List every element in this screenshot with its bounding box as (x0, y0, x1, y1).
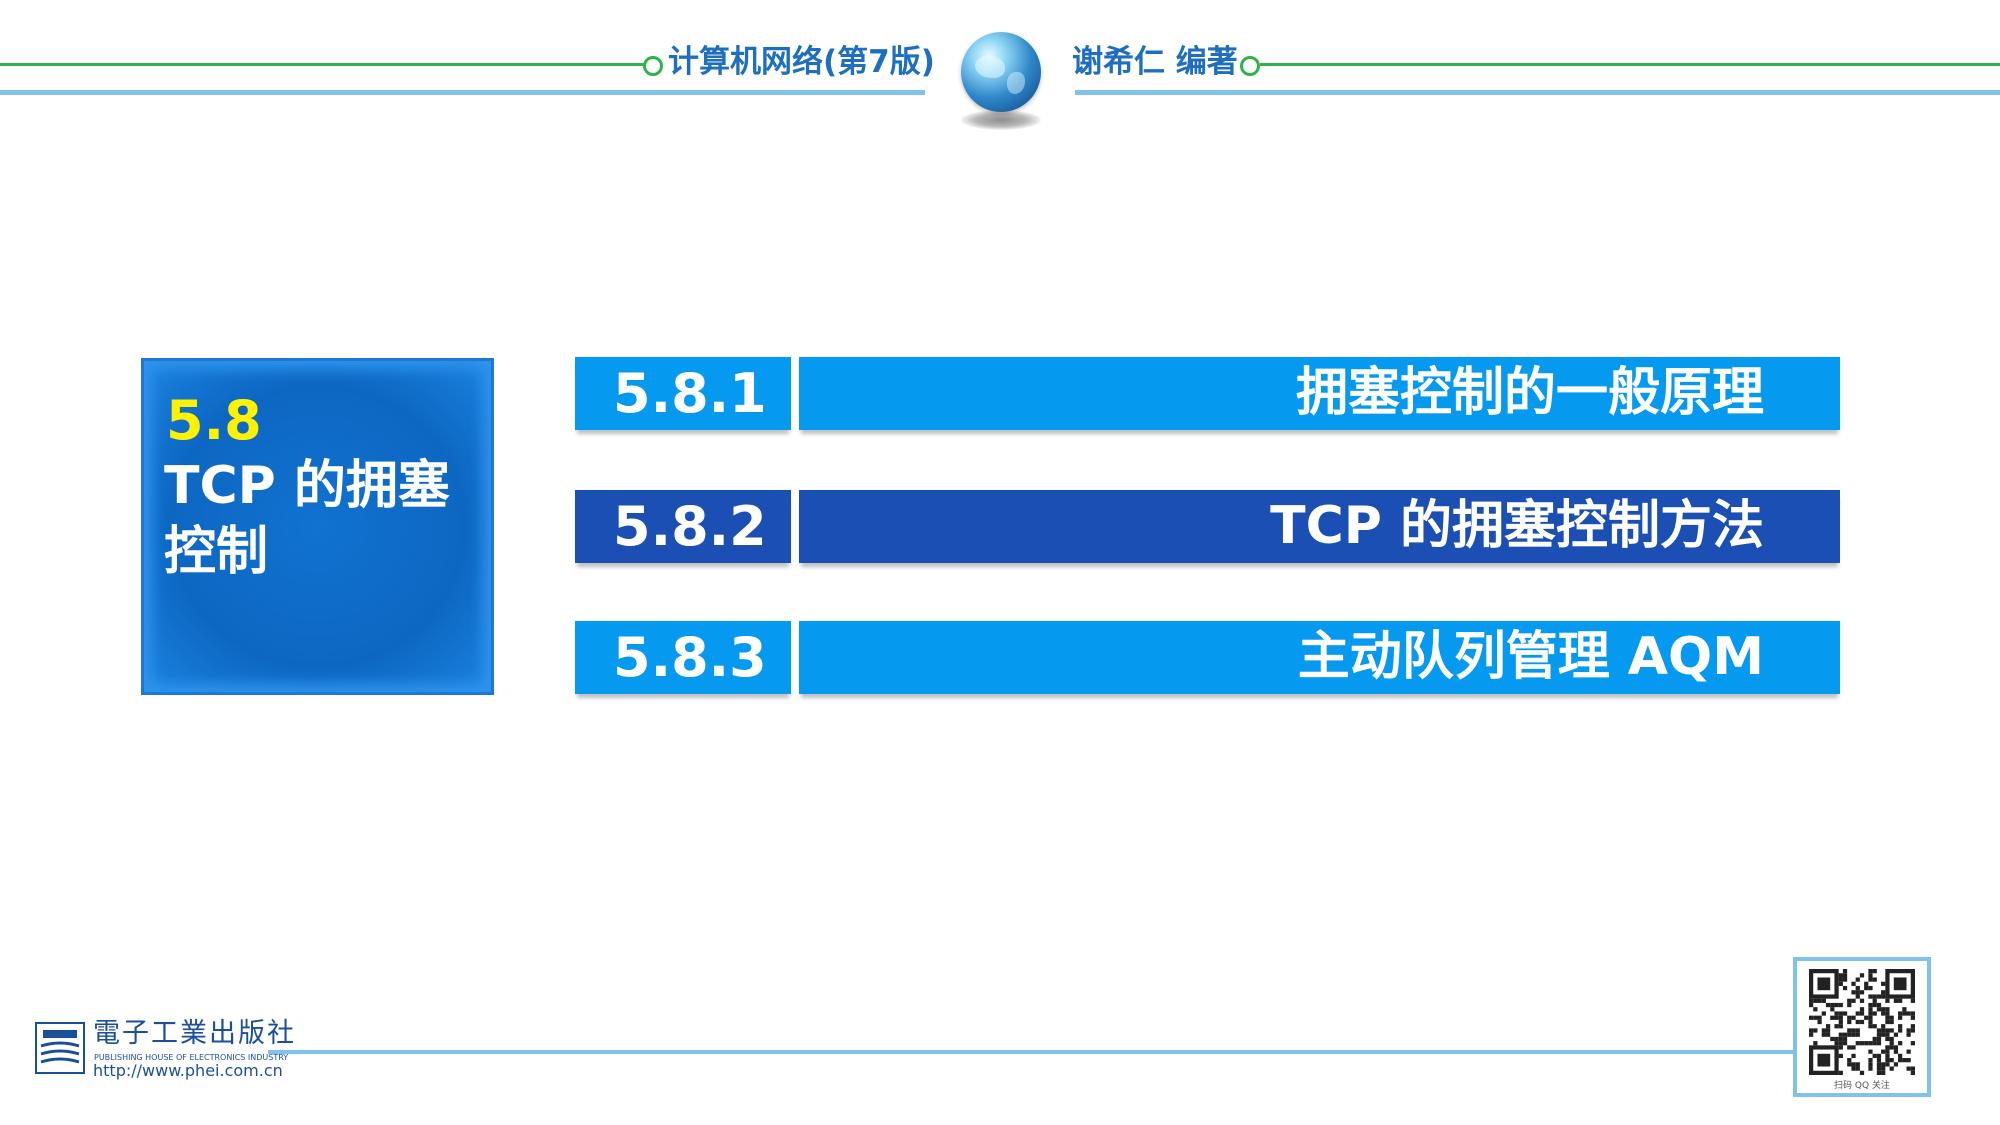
subsection-number-cell[interactable]: 5.8.3 (575, 621, 791, 694)
subsection-number: 5.8.1 (613, 362, 767, 425)
section-box: 5.8 TCP 的拥塞控制 (141, 358, 494, 695)
qr-code-box: 扫码 QQ 关注 (1793, 957, 1931, 1097)
book-title: 计算机网络(第7版) (668, 44, 935, 80)
publisher-name-cn: 電子工業出版社 (93, 1018, 296, 1049)
header-line-right (1260, 63, 2000, 66)
subsection-title: TCP 的拥塞控制方法 (1270, 496, 1764, 556)
footer-line (268, 1050, 1798, 1054)
subsection-title-cell[interactable]: 拥塞控制的一般原理 (799, 357, 1840, 430)
section-number: 5.8 (166, 389, 262, 452)
subsection-title: 主动队列管理 AQM (1297, 627, 1764, 687)
subsection-title-cell[interactable]: TCP 的拥塞控制方法 (799, 490, 1840, 563)
publisher-logo-icon (35, 1022, 85, 1074)
subsection-title: 拥塞控制的一般原理 (1295, 363, 1764, 423)
book-author: 谢希仁 编著 (1072, 44, 1238, 80)
subsection-number-cell[interactable]: 5.8.2 (575, 490, 791, 563)
header-line-left (0, 63, 645, 66)
subsection-number-cell[interactable]: 5.8.1 (575, 357, 791, 430)
globe-shadow (961, 110, 1041, 130)
subsection-row-2[interactable]: 5.8.2 TCP 的拥塞控制方法 (575, 490, 1840, 563)
header-ring-right-icon (1240, 56, 1260, 76)
publisher-name-en: PUBLISHING HOUSE OF ELECTRONICS INDUSTRY (94, 1053, 289, 1062)
qr-caption: 扫码 QQ 关注 (1834, 1081, 1890, 1091)
section-title: TCP 的拥塞控制 (164, 456, 450, 582)
header-underline-left (0, 90, 925, 95)
subsection-number: 5.8.2 (613, 495, 767, 558)
subsection-row-3[interactable]: 5.8.3 主动队列管理 AQM (575, 621, 1840, 694)
subsection-row-1[interactable]: 5.8.1 拥塞控制的一般原理 (575, 357, 1840, 430)
globe-icon (961, 32, 1041, 112)
publisher-url: http://www.phei.com.cn (93, 1061, 283, 1080)
header-underline-right (1075, 90, 2000, 95)
qr-code-icon (1809, 969, 1915, 1075)
subsection-title-cell[interactable]: 主动队列管理 AQM (799, 621, 1840, 694)
subsection-number: 5.8.3 (613, 626, 767, 689)
header-ring-left-icon (643, 56, 663, 76)
